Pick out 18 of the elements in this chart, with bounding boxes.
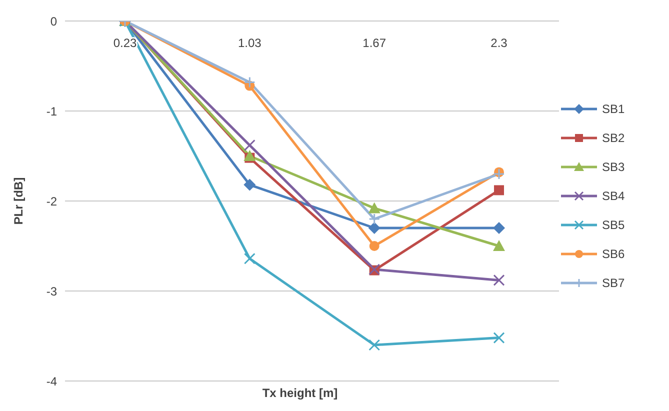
legend-label: SB4 xyxy=(602,189,625,203)
x-tick-label: 1.67 xyxy=(362,36,386,50)
legend-label: SB3 xyxy=(602,160,625,174)
y-tick-label: -2 xyxy=(46,194,58,208)
x-axis-title: Tx height [m] xyxy=(261,386,339,400)
y-tick-label: 0 xyxy=(50,14,58,28)
y-axis-title: PLr [dB] xyxy=(11,177,26,225)
x-tick-label: 1.03 xyxy=(238,36,262,50)
y-tick-label: -3 xyxy=(46,284,58,298)
legend-label: SB2 xyxy=(602,131,625,145)
y-tick-label: -1 xyxy=(46,104,58,118)
legend-label: SB5 xyxy=(602,218,625,232)
legend-label: SB7 xyxy=(602,276,625,290)
y-tick-label: -4 xyxy=(46,374,58,388)
x-tick-label: 2.3 xyxy=(490,36,508,50)
legend-label: SB6 xyxy=(602,247,625,261)
legend-label: SB1 xyxy=(602,102,625,116)
x-tick-label: 0.23 xyxy=(113,36,137,50)
